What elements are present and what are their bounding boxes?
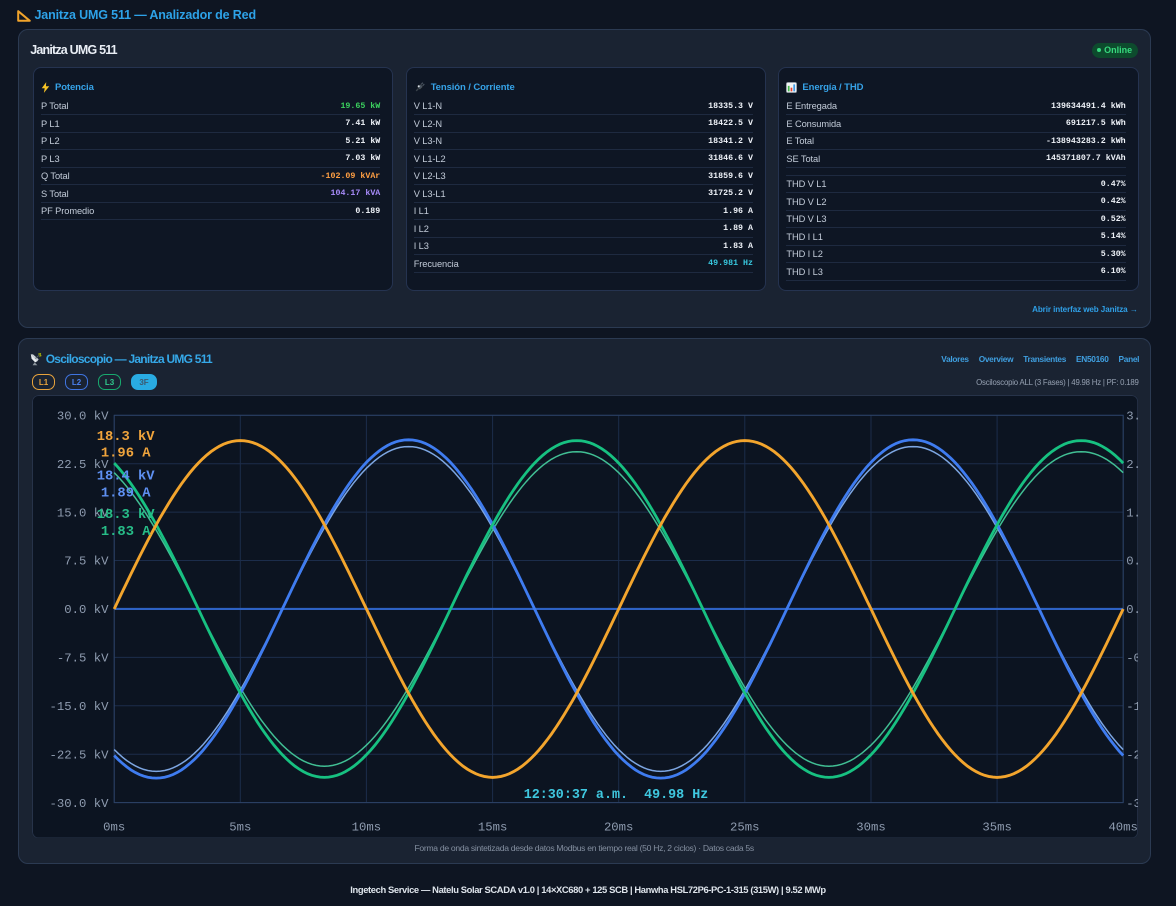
svg-text:-2.4 A: -2.4 A: [1126, 748, 1138, 762]
svg-text:20ms: 20ms: [604, 820, 633, 834]
svg-text:-1.6 A: -1.6 A: [1126, 700, 1138, 714]
svg-text:25ms: 25ms: [730, 820, 759, 834]
svg-text:-7.5 kV: -7.5 kV: [57, 651, 109, 665]
svg-text:-0.8 A: -0.8 A: [1126, 651, 1138, 665]
svg-text:0ms: 0ms: [103, 820, 125, 834]
svg-text:15.0 kV: 15.0 kV: [57, 506, 109, 520]
svg-text:35ms: 35ms: [983, 820, 1012, 834]
svg-text:7.5 kV: 7.5 kV: [65, 554, 110, 568]
svg-text:1.6 A: 1.6 A: [1126, 506, 1138, 520]
svg-text:3.2 A: 3.2 A: [1126, 409, 1138, 423]
svg-text:15ms: 15ms: [478, 820, 507, 834]
svg-text:10ms: 10ms: [352, 820, 381, 834]
svg-text:-30.0 kV: -30.0 kV: [50, 796, 110, 810]
svg-text:30ms: 30ms: [857, 820, 886, 834]
svg-text:0.0 A: 0.0 A: [1126, 603, 1138, 617]
svg-text:-15.0 kV: -15.0 kV: [50, 700, 110, 714]
svg-text:2.4 A: 2.4 A: [1126, 458, 1138, 472]
svg-text:18.3 kV: 18.3 kV: [97, 429, 156, 445]
svg-text:18.4 kV: 18.4 kV: [97, 468, 156, 484]
svg-text:30.0 kV: 30.0 kV: [57, 409, 109, 423]
svg-text:1.96 A: 1.96 A: [101, 446, 151, 461]
svg-text:22.5 kV: 22.5 kV: [57, 458, 109, 472]
svg-text:40ms: 40ms: [1109, 820, 1138, 834]
svg-text:-22.5 kV: -22.5 kV: [50, 748, 110, 762]
svg-text:0.0 kV: 0.0 kV: [65, 603, 110, 617]
svg-text:12:30:37 a.m. 49.98 Hz: 12:30:37 a.m. 49.98 Hz: [524, 788, 709, 803]
svg-text:18.3 kV: 18.3 kV: [97, 507, 156, 523]
svg-text:0.8 A: 0.8 A: [1126, 554, 1138, 568]
svg-text:1.83 A: 1.83 A: [101, 525, 151, 540]
svg-text:-3.2 A: -3.2 A: [1126, 796, 1138, 810]
svg-text:1.89 A: 1.89 A: [101, 486, 151, 501]
svg-text:5ms: 5ms: [230, 820, 252, 834]
